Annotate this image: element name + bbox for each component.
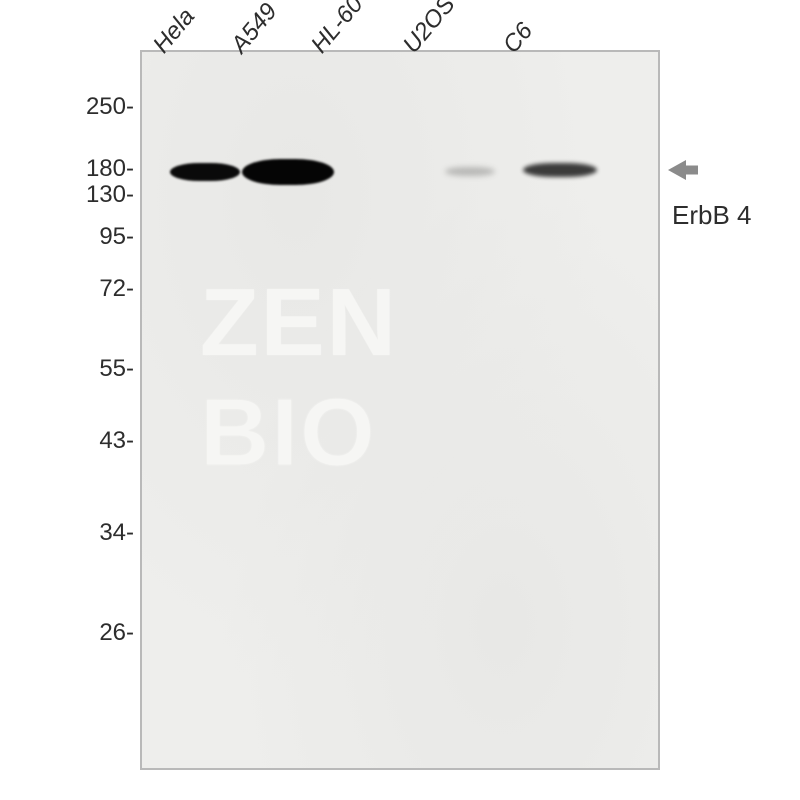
mw-marker-label: 180- bbox=[86, 155, 134, 183]
western-blot-band bbox=[170, 163, 240, 181]
mw-marker-label: 43- bbox=[99, 427, 134, 455]
mw-marker-label: 95- bbox=[99, 223, 134, 251]
target-arrow-icon bbox=[666, 158, 700, 182]
western-blot-band bbox=[445, 167, 495, 176]
target-protein-label: ErbB 4 bbox=[672, 200, 752, 231]
western-blot-band bbox=[523, 163, 597, 177]
mw-marker-label: 72- bbox=[99, 275, 134, 303]
blot-membrane-frame bbox=[140, 50, 660, 770]
mw-marker-label: 55- bbox=[99, 355, 134, 383]
mw-marker-label: 34- bbox=[99, 519, 134, 547]
western-blot-band bbox=[242, 159, 334, 185]
mw-marker-label: 130- bbox=[86, 181, 134, 209]
mw-marker-label: 26- bbox=[99, 619, 134, 647]
mw-marker-label: 250- bbox=[86, 93, 134, 121]
blot-membrane-fill bbox=[142, 52, 658, 768]
